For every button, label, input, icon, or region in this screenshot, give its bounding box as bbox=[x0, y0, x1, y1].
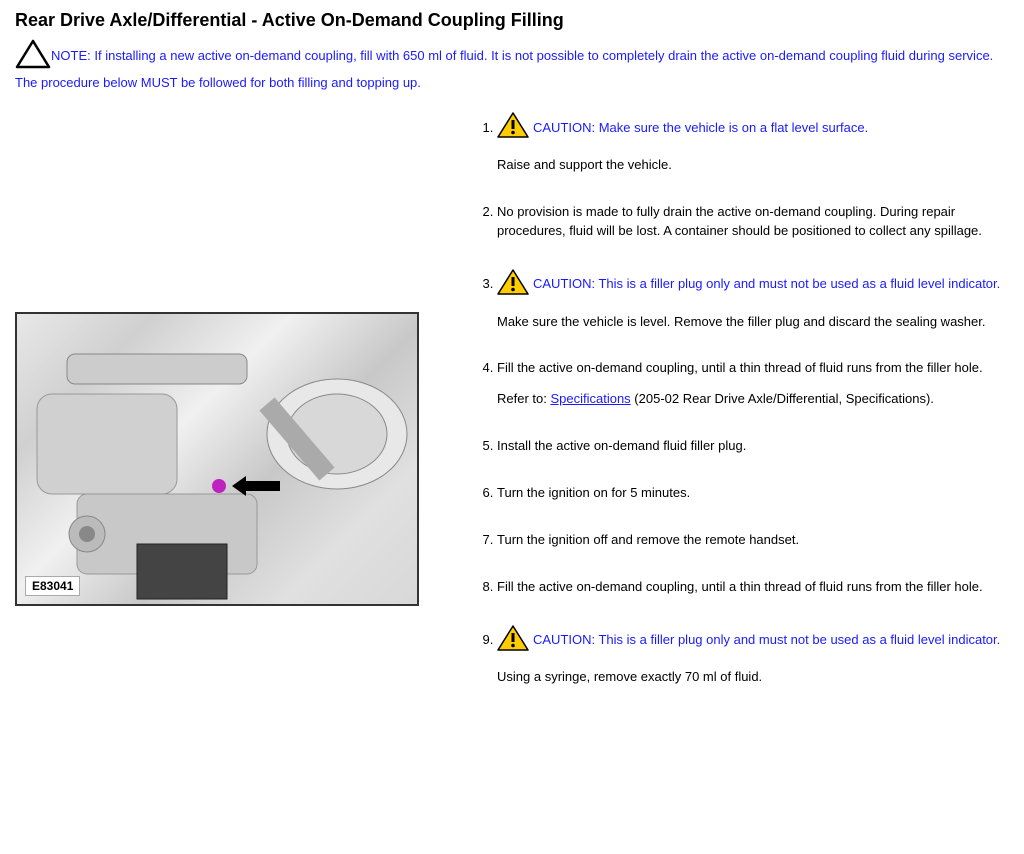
warning-icon bbox=[497, 269, 529, 301]
refer-line: Refer to: Specifications (205-02 Rear Dr… bbox=[497, 390, 1009, 409]
step-body: Install the active on-demand fluid fille… bbox=[497, 438, 746, 453]
step-body: Using a syringe, remove exactly 70 ml of… bbox=[497, 668, 1009, 687]
step-2: No provision is made to fully drain the … bbox=[497, 203, 1009, 241]
step-body: Turn the ignition off and remove the rem… bbox=[497, 532, 799, 547]
step-body: Turn the ignition on for 5 minutes. bbox=[497, 485, 690, 500]
step-body: No provision is made to fully drain the … bbox=[497, 204, 982, 238]
diagram-arrow-icon bbox=[232, 474, 282, 501]
triangle-note-icon bbox=[15, 39, 51, 74]
specifications-link[interactable]: Specifications bbox=[550, 391, 630, 406]
step-7: Turn the ignition off and remove the rem… bbox=[497, 531, 1009, 550]
note-label: NOTE: bbox=[51, 48, 91, 63]
step-body: Raise and support the vehicle. bbox=[497, 156, 1009, 175]
step-5: Install the active on-demand fluid fille… bbox=[497, 437, 1009, 456]
caution-text: CAUTION: Make sure the vehicle is on a f… bbox=[533, 120, 868, 135]
step-9: CAUTION: This is a filler plug only and … bbox=[497, 625, 1009, 688]
diagram-id-label: E83041 bbox=[25, 576, 80, 596]
step-4: Fill the active on-demand coupling, unti… bbox=[497, 359, 1009, 409]
note-text: If installing a new active on-demand cou… bbox=[15, 48, 993, 90]
warning-icon bbox=[497, 625, 529, 657]
step-1: CAUTION: Make sure the vehicle is on a f… bbox=[497, 112, 1009, 175]
step-3: CAUTION: This is a filler plug only and … bbox=[497, 269, 1009, 332]
refer-suffix: (205-02 Rear Drive Axle/Differential, Sp… bbox=[631, 391, 934, 406]
step-body: Fill the active on-demand coupling, unti… bbox=[497, 579, 983, 594]
step-8: Fill the active on-demand coupling, unti… bbox=[497, 578, 1009, 597]
refer-prefix: Refer to: bbox=[497, 391, 550, 406]
step-body: Make sure the vehicle is level. Remove t… bbox=[497, 313, 1009, 332]
steps-list: CAUTION: Make sure the vehicle is on a f… bbox=[475, 112, 1009, 687]
caution-text: CAUTION: This is a filler plug only and … bbox=[533, 632, 1000, 647]
diagram-image: E83041 bbox=[15, 312, 419, 606]
caution-text: CAUTION: This is a filler plug only and … bbox=[533, 276, 1000, 291]
step-6: Turn the ignition on for 5 minutes. bbox=[497, 484, 1009, 503]
step-body: Fill the active on-demand coupling, unti… bbox=[497, 360, 983, 375]
warning-icon bbox=[497, 112, 529, 144]
note-block: NOTE: If installing a new active on-dema… bbox=[15, 39, 1009, 92]
page-title: Rear Drive Axle/Differential - Active On… bbox=[15, 10, 1009, 31]
